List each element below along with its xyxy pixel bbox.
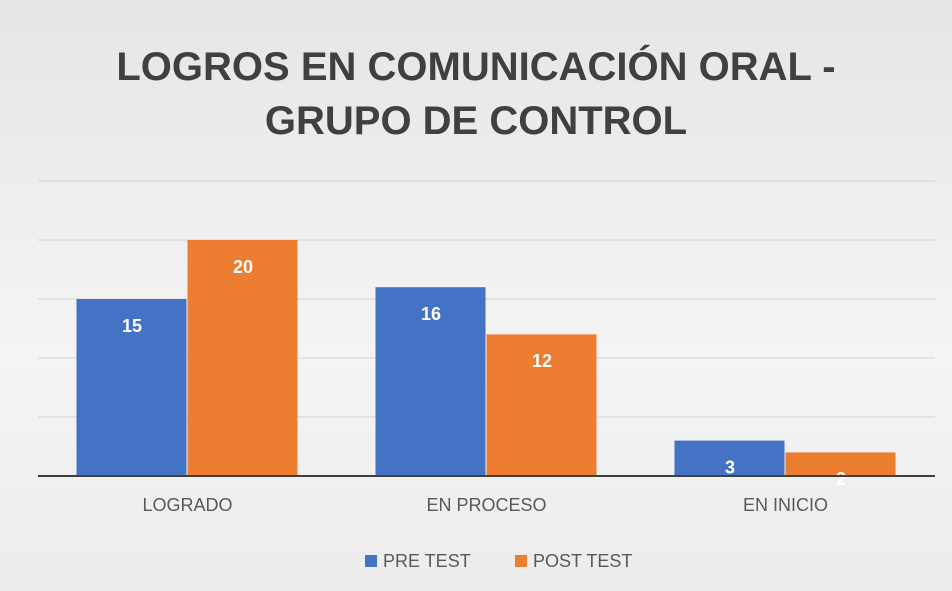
data-label: 20 [233,257,253,277]
data-label: 16 [421,304,441,324]
x-tick-label: LOGRADO [142,495,232,515]
legend-label: PRE TEST [383,551,471,571]
bar [187,240,298,476]
legend-swatch [515,555,527,567]
data-label: 15 [122,316,142,336]
bar [375,287,486,476]
x-tick-label: EN INICIO [743,495,828,515]
data-label: 12 [532,351,552,371]
bar [785,452,896,476]
legend-swatch [365,555,377,567]
data-label: 3 [725,457,735,477]
bar [76,299,187,476]
chart-title: LOGROS EN COMUNICACIÓN ORAL - GRUPO DE C… [116,45,836,143]
legend-label: POST TEST [533,551,632,571]
data-label: 2 [836,469,846,489]
bar [674,440,785,476]
bar [486,334,597,476]
x-tick-label: EN PROCESO [426,495,546,515]
